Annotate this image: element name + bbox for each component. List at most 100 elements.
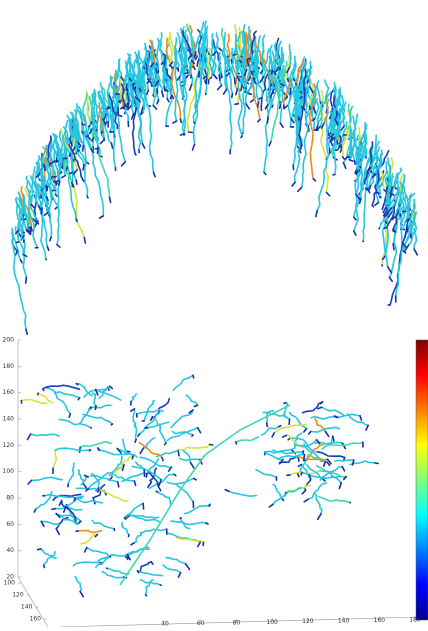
vessel-tip <box>342 467 344 471</box>
vessel <box>47 388 80 398</box>
vessel-tip <box>47 247 48 251</box>
vessel <box>59 420 91 428</box>
vessel-tip <box>170 66 173 68</box>
vessel-tip <box>283 435 287 437</box>
z-tick-label: 160 <box>3 389 15 396</box>
vessel-tip <box>53 498 55 501</box>
vessel-tip <box>110 198 111 203</box>
vessel-tip <box>252 72 253 75</box>
vessel <box>53 450 57 469</box>
vessel-tip <box>219 48 221 50</box>
vessel <box>304 475 310 491</box>
vessel-tip <box>76 384 78 385</box>
vessel-tip <box>198 542 201 547</box>
vessel-tip <box>118 482 119 487</box>
vessel <box>163 565 181 573</box>
z-tick-label: 120 <box>3 442 15 449</box>
vessel-tip <box>343 163 345 169</box>
vessel-tip <box>333 436 334 441</box>
vessel-tip <box>120 100 122 101</box>
vessel <box>186 395 197 405</box>
z-tick-label: 140 <box>3 416 15 423</box>
vessel-tip <box>153 95 154 97</box>
vessel <box>180 459 200 461</box>
vessel <box>120 405 290 585</box>
vessel-tip <box>189 132 193 133</box>
vessel-tip <box>135 154 136 155</box>
vessel-tip <box>343 157 346 160</box>
vessel-tip <box>165 443 166 445</box>
vessel-tip <box>272 106 273 108</box>
vessel-tip <box>41 208 42 214</box>
vessel-tip <box>62 176 66 178</box>
vessel-tip <box>50 237 51 241</box>
vessel-tip <box>83 165 84 170</box>
vessel-tip <box>241 85 242 91</box>
vessel <box>171 521 206 525</box>
x-tick-label: 140 <box>338 618 350 625</box>
vessel-tip <box>151 562 153 564</box>
vessel-tip <box>84 237 85 243</box>
vessel-tip <box>15 251 17 255</box>
vessel-tip <box>210 78 212 79</box>
vessel-tip <box>298 474 300 477</box>
vessel-tip <box>227 73 230 76</box>
x-tick-label: 160 <box>374 617 386 624</box>
x-tick-label: 80 <box>233 619 241 626</box>
vessel-tip <box>132 456 133 459</box>
vessel-tip <box>324 462 326 466</box>
vessel-tip <box>288 79 289 82</box>
vessel-tip <box>198 428 201 433</box>
vessel <box>31 434 59 436</box>
vessel-tip <box>314 107 316 113</box>
vessel-tip <box>162 91 164 97</box>
vessel <box>87 548 109 556</box>
vessel-tip <box>219 75 220 80</box>
vessel-tip <box>178 450 179 456</box>
vessel-tip <box>45 212 49 215</box>
vessel <box>273 485 282 499</box>
vessel-tip <box>191 463 194 468</box>
vessel-tip <box>280 123 283 127</box>
vessel <box>93 393 96 406</box>
vessel-tip <box>393 244 394 250</box>
vessel-tip <box>57 245 60 248</box>
y-tick-label: 120 <box>12 592 24 599</box>
vessel <box>107 568 129 574</box>
vessel-tip <box>44 565 45 567</box>
vessel <box>99 490 128 502</box>
z-tick-label: 80 <box>6 495 14 502</box>
y-tick-label: 160 <box>30 616 42 623</box>
vessel-tip <box>164 86 165 91</box>
vessel <box>322 407 344 415</box>
vessel-tip <box>110 386 113 388</box>
vessel-tip <box>391 187 392 192</box>
bottom-render <box>21 375 378 596</box>
vessel-tip <box>384 228 386 229</box>
vessel-tip <box>258 120 260 122</box>
vessel-tip <box>249 77 251 81</box>
vessel-tip <box>135 439 136 442</box>
axes: 2040608010012014016018020010012014016040… <box>3 337 421 628</box>
vessel <box>91 405 112 408</box>
vessel <box>236 437 259 442</box>
vessel-tip <box>310 106 311 109</box>
vessel <box>115 475 134 481</box>
vessel-tip <box>154 172 156 176</box>
vessel-tip <box>302 490 305 493</box>
vessel-tip <box>185 73 188 74</box>
vessel-tip <box>26 277 27 283</box>
x-tick-label: 100 <box>266 619 278 626</box>
vessel-tip <box>111 424 112 425</box>
vessel-tip <box>137 571 138 573</box>
vessel-tip <box>233 54 236 55</box>
z-tick-label: 100 <box>3 468 15 475</box>
vessel <box>83 415 112 424</box>
vessel <box>75 577 82 592</box>
vessel-tip <box>236 442 237 444</box>
vessel-tip <box>304 499 308 502</box>
vessel-tip <box>190 84 192 90</box>
vessel-tip <box>301 472 302 475</box>
vessel-tip <box>80 592 83 597</box>
